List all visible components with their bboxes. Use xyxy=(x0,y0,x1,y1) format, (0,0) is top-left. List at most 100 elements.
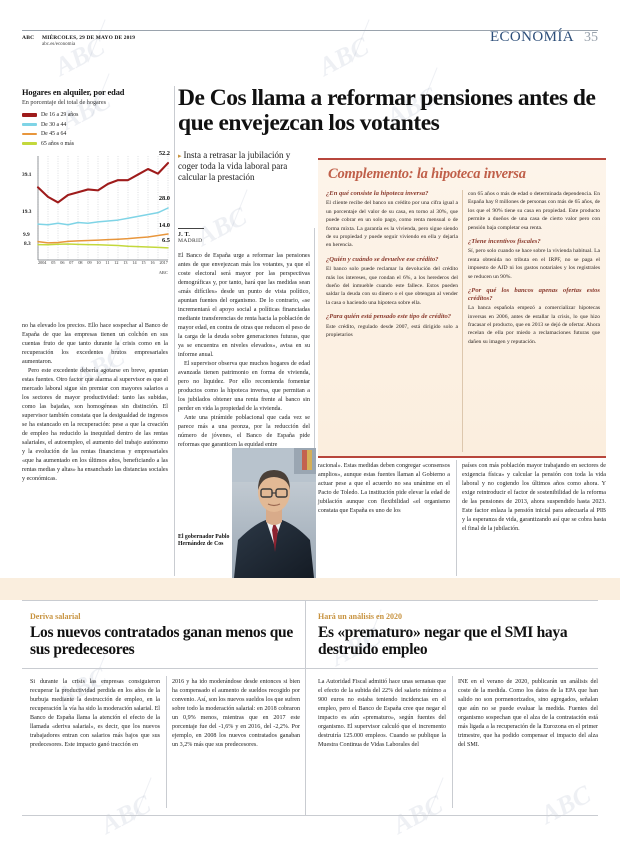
horizontal-rule xyxy=(22,668,598,669)
x-tick-label: 07 xyxy=(69,259,74,265)
byline-author: J. T. xyxy=(178,232,191,238)
faq-question: ¿Quién y cuándo se devuelve ese crédito? xyxy=(326,255,439,263)
chart-hogares-en-alquiler: Hogares en alquiler, por edad En porcent… xyxy=(22,88,170,275)
x-tick-label: 13 xyxy=(123,259,128,265)
masthead: ABC MIÉRCOLES, 29 DE MAYO DE 2019 abc.es… xyxy=(22,29,598,56)
y-axis-label-start-2: 9.9 xyxy=(23,231,30,238)
faq-item: ¿Quién y cuándo se devuelve ese crédito?… xyxy=(326,256,458,307)
x-tick-label: 12 xyxy=(114,259,119,265)
column-rule xyxy=(314,228,315,576)
paragraph: La Autoridad Fiscal admitió hace unas se… xyxy=(318,679,446,749)
masthead-url[interactable]: abc.es/economia xyxy=(42,42,76,47)
x-tick-label: 2017 xyxy=(159,259,168,265)
paragraph: países con más población mayor trabajand… xyxy=(462,463,606,533)
x-tick-label: 05 xyxy=(51,259,56,265)
legend-swatch-icon xyxy=(22,123,37,126)
legend-item: De 30 a 44 xyxy=(22,121,170,129)
legend-swatch-icon xyxy=(22,113,37,117)
article-column-4: países con más población mayor trabajand… xyxy=(462,462,606,534)
paragraph: no ha elevado los precios. Ello hace sos… xyxy=(22,323,168,366)
faq-item: con 65 años o más de edad o determinada … xyxy=(468,190,600,232)
faq-answer: La banca española empezó a comercializar… xyxy=(468,305,600,345)
x-tick-label: 08 xyxy=(78,259,83,265)
y-axis-label-start-1: 19.3 xyxy=(22,208,32,215)
masthead-brand: ABC xyxy=(22,35,35,41)
paragraph: El supervisor observa que muchos hogares… xyxy=(178,361,310,413)
chart-title: Hogares en alquiler, por edad xyxy=(22,88,125,97)
bottom-left-column-2: 2016 y ha ido moderándose desde entonces… xyxy=(172,678,300,750)
y-axis-label-start-3: 8.3 xyxy=(24,240,31,247)
bottom-left-headline: Los nuevos contratados ganan menos que s… xyxy=(30,624,293,659)
page-number: 35 xyxy=(584,30,598,45)
photo-caption: El gobernador Pablo Hernández de Cos xyxy=(178,534,230,548)
x-axis-ticks: 2004 05 06 07 08 09 10 11 12 13 14 15 16 2017 xyxy=(38,260,168,265)
x-tick-label: 09 xyxy=(87,259,92,265)
paragraph: Si durante la crisis las empresas consig… xyxy=(30,679,160,749)
legend-item: De 16 a 29 años xyxy=(22,111,170,119)
watermark: ABC xyxy=(536,779,596,830)
photo-svg xyxy=(232,448,316,578)
chart-plot-area: 39.1 19.3 9.9 8.3 52.2 28.0 14.0 6.5 200… xyxy=(22,150,170,275)
article-column-1: no ha elevado los precios. Ello hace sos… xyxy=(22,322,168,484)
column-rule xyxy=(305,600,306,815)
faq-question: ¿Por qué los bancos apenas ofertas estos… xyxy=(468,286,600,302)
infobox-column-left: ¿En qué consiste la hipoteca inversa? El … xyxy=(326,190,458,339)
article-kicker: ▸ Insta a retrasar la jubilación y coger … xyxy=(178,150,310,183)
infobox-column-right: con 65 años o más de edad o determinada … xyxy=(468,190,600,346)
end-label-green: 6.5 xyxy=(162,236,170,244)
byline-city: MADRID xyxy=(178,238,203,244)
faq-question: ¿En qué consiste la hipoteca inversa? xyxy=(326,190,429,197)
section-title: ECONOMÍA xyxy=(489,29,574,45)
x-tick-label: 15 xyxy=(141,259,146,265)
horizontal-rule xyxy=(22,600,598,601)
chart-subtitle: En porcentaje del total de hogares xyxy=(22,99,107,106)
legend-swatch-icon xyxy=(22,142,37,145)
horizontal-rule xyxy=(22,815,598,816)
column-rule xyxy=(174,86,175,576)
legend-label: De 16 a 29 años xyxy=(41,112,79,118)
x-tick-label: 16 xyxy=(150,259,155,265)
column-rule xyxy=(166,676,167,808)
paragraph: El Banco de España urge a reformar las p… xyxy=(178,253,310,359)
legend-item: 65 años o más xyxy=(22,140,170,148)
bullet-triangle-icon: ▸ xyxy=(178,152,182,160)
faq-answer: Sí, pero solo cuando se hace sobre la vi… xyxy=(468,248,600,280)
legend-swatch-icon xyxy=(22,132,37,136)
chart-svg xyxy=(36,155,170,260)
x-tick-label: 11 xyxy=(105,259,110,265)
faq-question: ¿Tiene incentivos fiscales? xyxy=(468,237,541,245)
article-kicker-text: Insta a retrasar la jubilación y coger t… xyxy=(178,150,291,182)
paragraph: INE en el verano de 2020, publicarán un … xyxy=(458,679,598,749)
faq-answer: El banco solo puede reclamar la devoluci… xyxy=(326,266,458,306)
legend-label: 65 años o más xyxy=(41,140,75,147)
x-tick-label: 14 xyxy=(132,259,137,265)
infobox-title: Complemento: la hipoteca inversa xyxy=(328,166,526,182)
section-divider-band xyxy=(0,578,620,600)
faq-answer: con 65 años o más de edad o determinada … xyxy=(468,191,600,231)
legend-item: De 45 a 64 xyxy=(22,130,170,138)
byline: J. T. MADRID xyxy=(178,228,310,244)
legend-label: De 45 a 64 xyxy=(41,131,67,137)
chart-legend: De 16 a 29 años De 30 a 44 De 45 a 64 65… xyxy=(22,111,170,148)
masthead-date: MIÉRCOLES, 29 DE MAYO DE 2019 xyxy=(42,35,136,41)
infobox-divider xyxy=(462,190,463,452)
bottom-right-kicker: Hará un análisis en 2020 xyxy=(318,612,403,621)
paragraph: Ante una pirámide poblacional que cada v… xyxy=(178,415,310,449)
paragraph: racional». Estas medidas deben congregar… xyxy=(318,463,450,515)
x-tick-label: 06 xyxy=(60,259,65,265)
page-title: De Cos llama a reformar pensiones antes … xyxy=(178,85,596,137)
faq-item: ¿Tiene incentivos fiscales? Sí, pero solo… xyxy=(468,238,600,281)
chart-credit: ABC xyxy=(158,269,168,275)
faq-answer: Este crédito, regulado desde 2007, está … xyxy=(326,323,458,338)
bottom-right-column-2: INE en el verano de 2020, publicarán un … xyxy=(458,678,598,750)
watermark: ABC xyxy=(192,201,252,252)
bottom-left-column-1: Si durante la crisis las empresas consig… xyxy=(30,678,160,750)
column-rule xyxy=(452,676,453,808)
end-label-cyan: 28.0 xyxy=(158,194,170,202)
article-column-3: racional». Estas medidas deben congregar… xyxy=(318,462,450,516)
photo-pablo-hernandez-de-cos xyxy=(232,448,316,578)
end-label-orange: 14.0 xyxy=(158,221,170,229)
masthead-rule xyxy=(22,30,598,31)
article-column-2: El Banco de España urge a reformar las p… xyxy=(178,252,310,450)
